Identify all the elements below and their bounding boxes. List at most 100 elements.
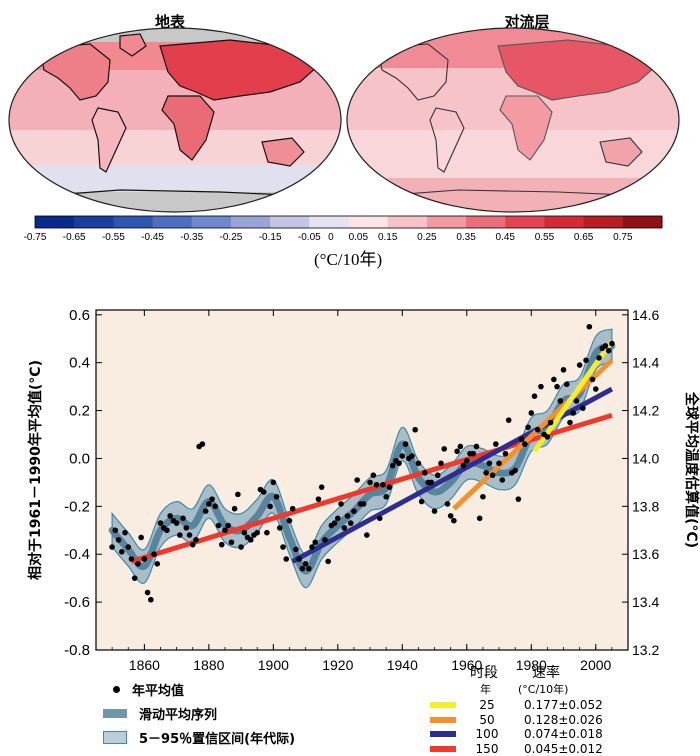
annual-mean-point [573,398,580,404]
annual-mean-point [412,426,419,433]
annual-mean-point [428,479,435,486]
legend-smoothed-label: 滑动平均序列 [139,708,218,723]
annual-mean-point [315,496,322,502]
annual-mean-point [505,417,512,423]
y-tick-label: -0.4 [64,546,90,563]
annual-mean-point [499,477,506,483]
annual-mean-point [438,460,444,467]
annual-mean-point [131,575,138,581]
annual-mean-point [173,520,180,526]
annual-mean-point [325,558,331,565]
colorbar-tick-label: 0.75 [613,232,633,243]
annual-mean-point [112,527,119,534]
colorbar-block [230,216,271,228]
tropo-antarctica-coast [377,189,649,197]
annual-mean-point [264,529,270,536]
tropo-north-america [377,43,449,101]
annual-mean-point [280,544,286,550]
legend-annual-mean-label: 年平均值 [132,684,185,699]
annual-mean-point [354,477,360,483]
colorbar-block [466,216,506,228]
north-america [39,43,111,101]
annual-mean-point [463,458,470,464]
annual-mean-point [157,520,164,526]
annual-mean-point [367,479,373,486]
annual-mean-point [122,529,128,536]
colorbar-block [35,216,75,228]
colorbar-block [309,216,349,228]
troposphere-trend-map [347,28,679,212]
y-right-tick-label: 14.2 [632,403,659,419]
colorbar: -0.75 -0.65 -0.55 -0.45 -0.35 -0.25 -0.15 -0.05… [24,215,663,243]
annual-mean-point [496,460,502,467]
colorbar-tick-label: 0.15 [378,232,398,243]
annual-mean-point [322,537,328,543]
y-tick-label: -0.6 [64,594,90,611]
colorbar-block [426,216,467,228]
annual-mean-point [341,525,348,531]
annual-mean-point [373,481,380,488]
colorbar-block [505,216,545,228]
annual-mean-point [218,541,225,548]
greenland [119,33,147,57]
y-right-tick-label: 13.6 [632,546,659,562]
annual-mean-point [583,357,589,364]
colorbar-block [387,216,428,228]
annual-mean-point [389,462,396,469]
annual-mean-point [225,522,231,529]
annual-mean-point [596,355,602,361]
trend-line-50yr [452,358,614,511]
rate-row-100: 100 0.074±0.018 [430,727,603,741]
colorbar-tick-label: -0.45 [141,232,164,243]
annual-mean-point [609,340,615,347]
annual-mean-point [525,424,531,431]
colorbar-tick-label: 0.65 [574,232,594,243]
annual-mean-point [586,323,593,330]
trend-line-150yr [130,412,613,564]
annual-mean-point [441,446,448,452]
colorbar-tick-label: 0.05 [349,232,369,243]
annual-mean-point [309,544,315,550]
annual-mean-point [193,537,199,543]
annual-mean-point [457,443,464,450]
annual-mean-point [254,529,261,536]
annual-mean-point [589,376,596,383]
annual-mean-point [580,405,586,411]
rate-table-rate-unit: (°C/10年) [518,683,569,696]
annual-mean-point [538,383,544,390]
annual-mean-point [602,343,609,349]
rate-period: 50 [479,712,495,727]
colorbar-tick-label: 0.55 [535,232,555,243]
rate-row-50: 50 0.128±0.026 [430,713,603,727]
annual-mean-point [206,501,212,507]
annual-mean-point [231,505,238,512]
annual-mean-point [209,496,215,502]
annual-mean-point [151,551,157,558]
south-america [91,107,127,173]
annual-mean-point [144,589,151,596]
annual-mean-point [563,381,570,388]
y-right-tick-label: 14.6 [632,307,659,323]
annual-mean-point [148,596,154,603]
annual-mean-point [273,493,280,500]
rate-swatch-icon [430,702,456,708]
annual-mean-point [473,443,480,450]
rate-period: 100 [475,727,499,741]
annual-mean-point [306,565,312,572]
annual-mean-point [480,493,486,500]
annual-mean-point [567,419,573,426]
legend-smoothed: 滑动平均序列 [103,704,217,723]
annual-mean-point [180,515,186,522]
annual-mean-point [289,505,296,512]
legend-annual-mean: 年平均值 [113,680,184,699]
annual-mean-point [418,498,425,505]
annual-mean-point [293,546,299,553]
annual-mean-point [554,383,560,390]
rate-value: 0.045±0.012 [524,741,603,756]
annual-mean-point [164,527,170,534]
rate-swatch-icon [430,731,456,737]
y-right-tick-label: 14.4 [632,355,659,371]
annual-mean-point [399,453,406,459]
annual-mean-point [247,537,254,543]
annual-mean-point [238,544,244,550]
